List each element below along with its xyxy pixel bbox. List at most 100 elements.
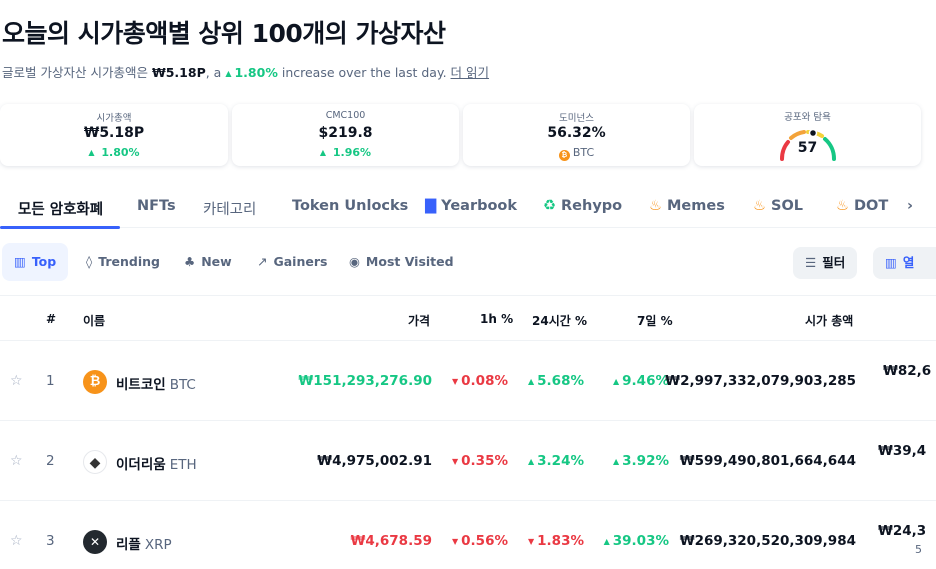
coin-symbol: ETH <box>169 457 197 473</box>
coin-name[interactable]: 비트코인 BTC <box>116 377 196 393</box>
tab-dot[interactable]: ♨ DOT <box>836 198 889 214</box>
star-icon[interactable]: ☆ <box>10 533 23 549</box>
tab-rehypo[interactable]: ♻ Rehypo <box>543 198 623 214</box>
price: ₩4,975,002.91 <box>317 453 432 469</box>
change-7d: ▲ 39.03% <box>603 533 669 549</box>
header-price[interactable]: 가격 <box>408 314 431 328</box>
stat-label: 공포와 탐욕 <box>784 112 831 123</box>
tab-nfts[interactable]: NFTs <box>137 198 176 214</box>
columns-icon: ▥ <box>885 255 897 270</box>
caret-up-icon: ▲ <box>613 457 620 466</box>
price: ₩4,678.59 <box>350 533 432 549</box>
change-1h: ▼ 0.35% <box>452 453 508 469</box>
price: ₩151,293,276.90 <box>298 373 432 389</box>
header-market-cap[interactable]: 시가 총액 <box>805 314 854 328</box>
stat-fear-greed[interactable]: 공포와 탐욕 57 <box>694 104 921 166</box>
change-24h: ▼ 1.83% <box>528 533 584 549</box>
market-cap: ₩599,490,801,664,644 <box>679 453 856 469</box>
table-row[interactable]: ☆ 1 ₿ 비트코인 BTC ₩151,293,276.90 ▼ 0.08% ▲ 5.… <box>0 341 936 421</box>
ethereum-icon: ◆ <box>83 450 107 474</box>
volume-sub: 5 <box>915 543 922 556</box>
coin-symbol: XRP <box>144 537 172 553</box>
star-icon[interactable]: ☆ <box>10 453 23 469</box>
stat-label: 시가총액 <box>96 113 132 124</box>
summary-mid: , a <box>205 65 222 80</box>
star-icon[interactable]: ☆ <box>10 373 23 389</box>
caret-up-icon: ▲ <box>319 148 327 157</box>
tab-categories[interactable]: 카테고리 <box>203 202 257 218</box>
tab-yearbook[interactable]: ▇ Yearbook <box>425 198 518 214</box>
tab-sol[interactable]: ♨ SOL <box>753 198 804 214</box>
eye-icon: ◉ <box>349 254 360 269</box>
summary-change: ▲ 1.80% <box>225 65 278 80</box>
category-tabs: 모든 암호화폐 NFTs 카테고리 Token Unlocks ▇ Yearboo… <box>0 186 936 229</box>
volume: ₩39,4 <box>878 443 927 459</box>
market-cap: ₩2,997,332,079,903,285 <box>665 373 856 389</box>
stat-value: ₩5.18P <box>83 125 145 141</box>
coin-symbol: BTC <box>169 377 196 393</box>
header-7d[interactable]: 7일 % <box>637 314 673 328</box>
rank: 1 <box>46 373 55 389</box>
caret-down-icon: ▼ <box>452 537 459 546</box>
fire-icon: ♨ <box>649 198 662 214</box>
fire-icon: ♨ <box>753 198 766 214</box>
table-row[interactable]: ☆ 3 ✕ 리플 XRP ₩4,678.59 ▼ 0.56% ▼ 1.83% ▲ 39.… <box>0 501 936 569</box>
summary-suffix: increase over the last day. <box>281 65 447 80</box>
table-header: # 이름 가격 1h % 24시간 % 7일 % 시가 총액 <box>0 295 936 341</box>
filter-new[interactable]: ♣ New <box>184 254 232 269</box>
market-cap: ₩269,320,520,309,984 <box>679 533 856 549</box>
header-name[interactable]: 이름 <box>83 314 106 328</box>
header-24h[interactable]: 24시간 % <box>532 314 587 328</box>
page-title: 오늘의 시가총액별 상위 100개의 가상자산 <box>2 19 446 48</box>
caret-down-icon: ▼ <box>528 537 535 546</box>
stat-dominance[interactable]: 도미넌스 56.32% ₿ BTC <box>463 104 690 166</box>
active-tab-indicator <box>0 226 120 229</box>
header-rank[interactable]: # <box>46 312 57 326</box>
stat-value: 56.32% <box>547 125 606 141</box>
rank: 2 <box>46 453 55 469</box>
sprout-icon: ♣ <box>184 254 196 269</box>
flame-icon: ◊ <box>86 254 93 269</box>
coin-name[interactable]: 리플 XRP <box>116 537 172 553</box>
table-row[interactable]: ☆ 2 ◆ 이더리움 ETH ₩4,975,002.91 ▼ 0.35% ▲ 3.24… <box>0 421 936 501</box>
filter-button[interactable]: ☰ 필터 <box>793 247 858 279</box>
xrp-icon: ✕ <box>83 530 107 554</box>
tab-all-crypto[interactable]: 모든 암호화폐 <box>18 202 104 218</box>
header-1h[interactable]: 1h % <box>480 312 514 326</box>
caret-up-icon: ▲ <box>528 377 535 386</box>
change-1h: ▼ 0.08% <box>452 373 508 389</box>
stat-market-cap[interactable]: 시가총액 ₩5.18P ▲ 1.80% <box>0 104 228 166</box>
caret-up-icon: ▲ <box>225 69 232 78</box>
change-24h: ▲ 3.24% <box>528 453 584 469</box>
change-7d: ▲ 9.46% <box>613 373 669 389</box>
bitcoin-icon: ₿ <box>558 150 570 161</box>
summary-prefix: 글로벌 가상자산 시가총액은 <box>2 65 148 80</box>
caret-up-icon: ▲ <box>88 148 95 157</box>
recycle-icon: ♻ <box>543 198 556 214</box>
tab-memes[interactable]: ♨ Memes <box>649 198 725 214</box>
sliders-icon: ☰ <box>805 255 817 270</box>
filter-trending[interactable]: ◊ Trending <box>86 254 160 269</box>
stats-bar: 시가총액 ₩5.18P ▲ 1.80% CMC100 $219.8 ▲ 1.96… <box>0 104 936 166</box>
stat-sub: ₿ BTC <box>463 146 690 161</box>
change-1h: ▼ 0.56% <box>452 533 508 549</box>
change-7d: ▲ 3.92% <box>613 453 669 469</box>
fear-greed-gauge <box>779 128 837 161</box>
book-icon: ▇ <box>425 198 437 214</box>
change-24h: ▲ 5.68% <box>528 373 584 389</box>
stat-change: ▲ 1.96% <box>319 146 372 159</box>
filter-most-visited[interactable]: ◉ Most Visited <box>349 254 454 269</box>
stat-label: CMC100 <box>325 110 366 121</box>
market-summary: 글로벌 가상자산 시가총액은 ₩5.18P, a ▲ 1.80% increase… <box>2 62 489 81</box>
filter-gainers[interactable]: ↗ Gainers <box>257 254 328 269</box>
columns-button[interactable]: ▥ 열 <box>873 247 936 279</box>
filter-top[interactable]: ▥ Top <box>2 243 69 281</box>
caret-up-icon: ▲ <box>603 537 610 546</box>
stat-change: ▲ 1.80% <box>88 146 140 159</box>
coin-name[interactable]: 이더리움 ETH <box>116 457 197 473</box>
tab-token-unlocks[interactable]: Token Unlocks <box>292 198 409 214</box>
stat-cmc100[interactable]: CMC100 $219.8 ▲ 1.96% <box>232 104 459 166</box>
read-more-link[interactable]: 더 읽기 <box>450 65 490 80</box>
chevron-right-icon[interactable]: › <box>907 198 913 214</box>
fire-icon: ♨ <box>836 198 849 214</box>
